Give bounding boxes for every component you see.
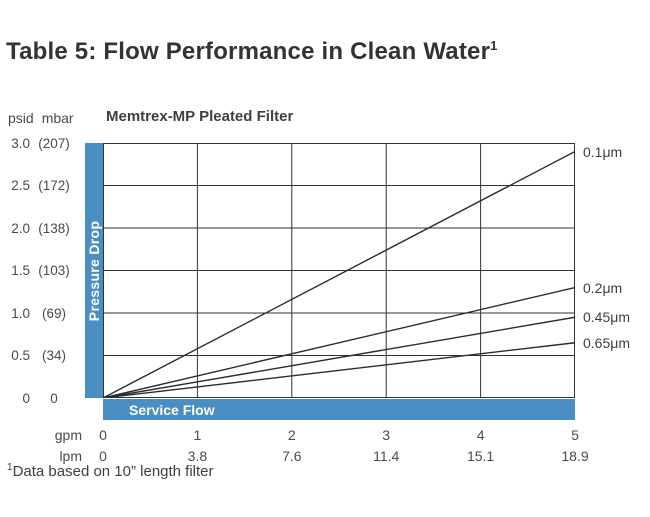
x-tick-label: 5 xyxy=(571,427,579,443)
y-tick-mbar: (207) xyxy=(38,135,70,151)
pressure-drop-axis-bar: Pressure Drop xyxy=(85,143,103,398)
y-tick-row: 2.0 (138) xyxy=(4,219,82,237)
x-tick-label: 0 xyxy=(99,448,107,464)
plot-svg xyxy=(103,143,575,398)
y-tick-row: 1.0 (69) xyxy=(4,304,82,322)
y-tick-mbar: (138) xyxy=(38,220,70,236)
x-tick-label: 2 xyxy=(287,427,296,443)
x-tick-label: 3 xyxy=(382,427,391,443)
y-tick-mbar: (69) xyxy=(41,305,66,321)
series-label: 0.1μm xyxy=(583,143,623,160)
service-flow-axis-bar: Service Flow xyxy=(103,399,575,420)
service-flow-label: Service Flow xyxy=(129,401,215,418)
series-label: 0.45μm xyxy=(583,309,630,326)
y-tick-row: 0.5 (34) xyxy=(4,347,82,365)
x-tick-label: 7.6 xyxy=(282,448,302,464)
y-tick-mbar: 0 xyxy=(50,390,58,406)
pressure-drop-label: Pressure Drop xyxy=(86,220,103,321)
x-unit-label: lpm xyxy=(59,448,82,464)
y-tick-row: 1.5 (103) xyxy=(4,262,82,280)
footnote-text: Data based on 10” length filter xyxy=(12,463,214,480)
x-tick-label: 3.8 xyxy=(187,448,208,464)
x-tick-label: 4 xyxy=(476,427,485,443)
y-tick-psid: 1.5 xyxy=(11,263,30,278)
y-tick-psid: 0 xyxy=(22,390,30,406)
x-tick-label: 11.4 xyxy=(373,448,400,464)
x-tick-label: 1 xyxy=(193,427,202,443)
y-tick-psid: 2.5 xyxy=(11,178,30,193)
x-tick-label: 0 xyxy=(99,427,107,443)
x-tick-label: 18.9 xyxy=(561,448,589,464)
chart-title: Memtrex-MP Pleated Filter xyxy=(106,108,294,125)
y-tick-mbar: (34) xyxy=(41,348,66,363)
footnote: 1Data based on 10” length filter xyxy=(7,462,214,480)
series-label: 0.65μm xyxy=(583,334,630,351)
y-tick-mbar: (172) xyxy=(38,178,70,193)
footnote-superscript: 1 xyxy=(7,462,13,473)
y-unit-psid-label: psid xyxy=(8,110,34,126)
page-title-text: Table 5: Flow Performance in Clean Water xyxy=(6,38,491,65)
series-line xyxy=(103,316,575,398)
y-tick-psid: 2.0 xyxy=(11,220,30,236)
y-tick-mbar: (103) xyxy=(38,263,70,278)
series-line xyxy=(103,342,575,398)
y-axis-units-header: psid mbar xyxy=(8,110,82,126)
y-tick-row: 3.0 (207) xyxy=(4,134,82,152)
y-tick-row: 2.5 (172) xyxy=(4,177,82,195)
y-tick-psid: 3.0 xyxy=(11,135,30,151)
page-title: Table 5: Flow Performance in Clean Water… xyxy=(6,38,498,66)
title-superscript: 1 xyxy=(490,38,498,53)
y-tick-psid: 0.5 xyxy=(11,348,30,363)
series-line xyxy=(103,150,575,398)
y-tick-psid: 1.0 xyxy=(11,305,30,321)
series-line xyxy=(103,286,575,398)
x-tick-label: 15.1 xyxy=(466,448,495,464)
series-label: 0.2μm xyxy=(583,279,623,296)
y-unit-mbar-label: mbar xyxy=(41,110,74,126)
x-unit-label: gpm xyxy=(54,427,82,443)
